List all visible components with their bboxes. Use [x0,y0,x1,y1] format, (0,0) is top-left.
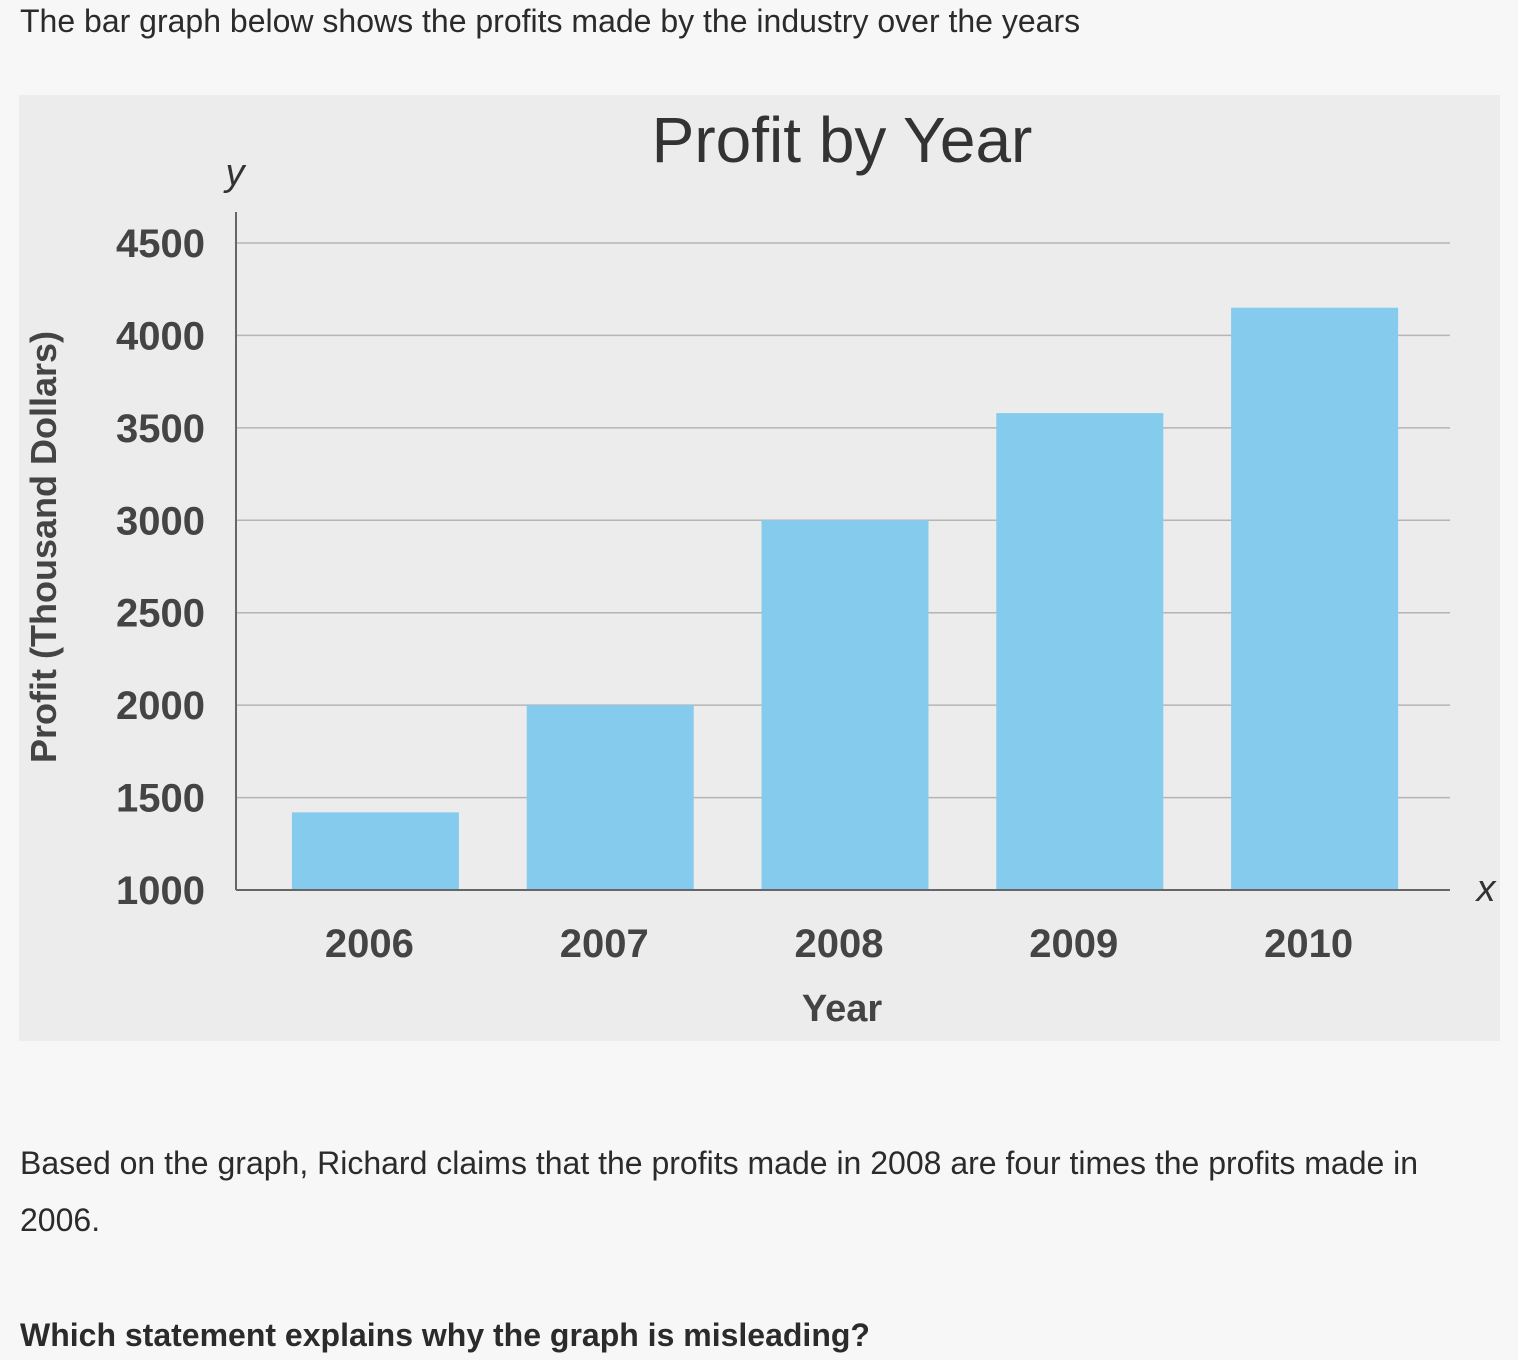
y-tick-label: 1500 [116,777,205,821]
x-tick-label: 2009 [1029,922,1118,966]
chart-title: Profit by Year [652,104,1033,176]
y-tick-label: 3500 [116,407,205,451]
x-tick-label: 2010 [1264,922,1353,966]
y-tick-label: 4500 [116,222,205,266]
claim-paragraph: Based on the graph, Richard claims that … [20,1145,1419,1238]
bar-2010 [1231,307,1399,890]
y-tick-label: 2500 [116,592,205,636]
y-tick-label: 3000 [116,499,205,543]
y-tick-label: 2000 [116,684,205,728]
y-axis-label: Profit (Thousand Dollars) [23,331,64,763]
x-axis-letter: x [1475,868,1498,910]
bar-2008 [761,520,929,890]
x-axis-label: Year [802,988,883,1030]
y-tick-label: 1000 [116,869,205,913]
bar-2009 [996,413,1164,890]
y-axis-letter: y [223,152,247,194]
bar-chart: 1000 1500 2000 2500 3000 3500 4000 4500 2006 2007… [23,104,1498,1030]
axes [235,212,1450,891]
x-tick-label: 2006 [325,922,414,966]
bars [291,307,1399,890]
bar-chart-figure: 1000 1500 2000 2500 3000 3500 4000 4500 2006 2007… [19,95,1500,1041]
bar-2007 [526,705,694,890]
question-text: Which statement explains why the graph i… [20,1317,870,1353]
y-tick-label: 4000 [116,314,205,358]
x-tick-label: 2008 [795,922,884,966]
x-tick-label: 2007 [560,922,649,966]
intro-text: The bar graph below shows the profits ma… [20,3,1081,39]
bar-2006 [291,812,459,890]
